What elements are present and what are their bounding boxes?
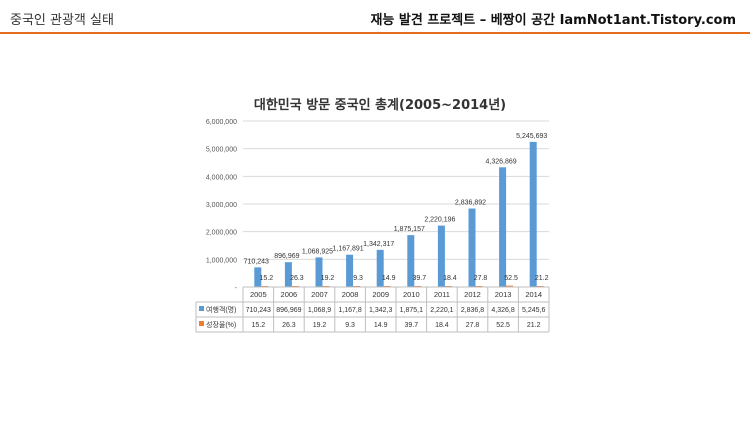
data-label-visitors: 1,068,925 (302, 248, 333, 255)
header-accent-line (0, 32, 750, 34)
y-tick-label: 6,000,000 (206, 119, 237, 126)
data-label-visitors: 2,836,892 (455, 200, 486, 207)
y-tick-label: 5,000,000 (206, 147, 237, 154)
bar-growth (506, 285, 514, 287)
y-tick-label: - (235, 285, 238, 292)
x-tick-label: 2008 (342, 290, 359, 299)
slide-title: 중국인 관광객 실태 (10, 13, 114, 28)
data-label-growth: 39.7 (412, 275, 426, 282)
y-tick-label: 3,000,000 (206, 202, 237, 209)
data-label-visitors: 1,167,891 (333, 246, 364, 253)
bar-visitors (315, 257, 323, 287)
data-label-visitors: 2,220,196 (424, 217, 455, 224)
x-tick-label: 2013 (495, 290, 512, 299)
legend-label-visitors: 여행객(명) (206, 305, 236, 314)
table-cell-growth: 26.3 (282, 322, 296, 329)
x-tick-label: 2012 (464, 290, 481, 299)
x-tick-label: 2011 (434, 290, 450, 299)
blog-credit: 재능 발견 프로젝트 – 베짱이 공간 IamNot1ant.Tistory.c… (370, 13, 736, 28)
bar-visitors (407, 235, 415, 287)
bar-visitors (468, 208, 476, 287)
data-label-visitors: 4,326,869 (486, 158, 517, 165)
data-label-growth: 9.3 (353, 275, 363, 282)
table-cell-growth: 9.3 (345, 322, 355, 329)
slide-header: 중국인 관광객 실태 재능 발견 프로젝트 – 베짱이 공간 IamNot1an… (0, 0, 750, 34)
table-cell-visitors: 2,220,1 (430, 307, 453, 314)
x-tick-label: 2007 (311, 290, 328, 299)
x-tick-label: 2006 (281, 290, 298, 299)
x-tick-label: 2005 (250, 290, 267, 299)
data-label-growth: 15.2 (259, 275, 273, 282)
table-cell-visitors: 1,167,8 (338, 307, 361, 314)
x-tick-label: 2014 (525, 290, 542, 299)
table-cell-growth: 21.2 (527, 322, 541, 329)
table-cell-growth: 52.5 (496, 322, 510, 329)
table-cell-growth: 18.4 (435, 322, 449, 329)
bar-visitors (376, 249, 384, 287)
table-cell-visitors: 2,836,8 (461, 307, 484, 314)
table-cell-visitors: 5,245,6 (522, 307, 545, 314)
table-cell-growth: 14.9 (374, 322, 388, 329)
legend-label-growth: 성장율(%) (206, 320, 236, 329)
data-label-growth: 52.5 (504, 275, 518, 282)
table-cell-visitors: 1,875,1 (400, 307, 423, 314)
bar-visitors (284, 262, 292, 287)
x-tick-label: 2009 (372, 290, 389, 299)
table-cell-visitors: 1,342,3 (369, 307, 392, 314)
y-tick-label: 4,000,000 (206, 174, 237, 181)
x-tick-label: 2010 (403, 290, 420, 299)
bar-visitors (437, 225, 445, 287)
table-cell-growth: 27.8 (466, 322, 480, 329)
table-cell-growth: 19.2 (313, 322, 327, 329)
legend-swatch-visitors (199, 306, 204, 311)
data-label-growth: 27.8 (474, 275, 488, 282)
bar-visitors (346, 254, 354, 287)
table-cell-visitors: 710,243 (246, 307, 271, 314)
table-cell-visitors: 4,326,8 (491, 307, 514, 314)
bar-visitors (254, 267, 262, 287)
table-cell-growth: 39.7 (404, 322, 418, 329)
data-label-growth: 14.9 (382, 275, 396, 282)
table-cell-growth: 15.2 (251, 322, 265, 329)
data-label-growth: 19.2 (321, 275, 335, 282)
y-tick-label: 1,000,000 (206, 257, 237, 264)
data-label-visitors: 1,875,157 (394, 226, 425, 233)
bar-visitors (529, 141, 537, 287)
legend-swatch-growth (199, 321, 204, 326)
data-label-visitors: 710,243 (244, 258, 269, 265)
data-label-visitors: 5,245,693 (516, 133, 547, 140)
table-cell-visitors: 896,969 (276, 307, 301, 314)
data-label-growth: 26.3 (290, 275, 304, 282)
data-label-growth: 18.4 (443, 275, 457, 282)
table-cell-visitors: 1,068,9 (308, 307, 331, 314)
bar-visitors (499, 167, 507, 287)
data-label-growth: 21.2 (535, 275, 549, 282)
y-tick-label: 2,000,000 (206, 230, 237, 237)
data-label-visitors: 1,342,317 (363, 241, 394, 248)
data-label-visitors: 896,969 (274, 253, 299, 260)
chart-title: 대한민국 방문 중국인 총계(2005~2014년) (253, 98, 507, 113)
